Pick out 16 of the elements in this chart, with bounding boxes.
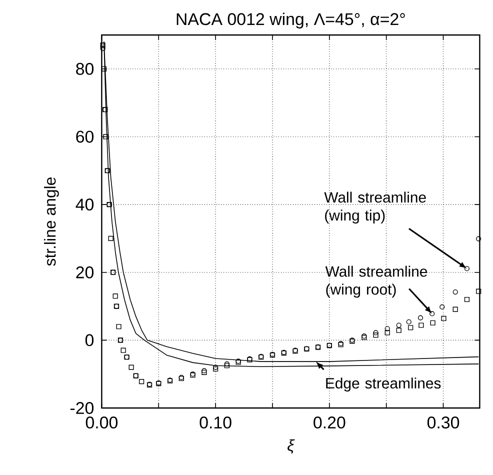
chart-title: NACA 0012 wing, Λ=45°, α=2° bbox=[176, 12, 405, 29]
y-tick-label: 40 bbox=[76, 198, 94, 211]
y-tick-label: -20 bbox=[70, 402, 94, 414]
annotation: Wall streamline (wing root) bbox=[325, 266, 428, 298]
y-axis-title: str.line angle bbox=[44, 177, 59, 266]
x-tick-label: 0.10 bbox=[200, 416, 232, 429]
y-tick-label: 60 bbox=[76, 130, 94, 143]
x-axis-title: ξ bbox=[288, 439, 295, 454]
x-tick-label: 0.00 bbox=[86, 416, 118, 429]
y-tick-label: 80 bbox=[76, 62, 94, 75]
y-tick-label: 0 bbox=[85, 334, 94, 346]
y-tick-label: 20 bbox=[76, 266, 94, 278]
x-tick-label: 0.20 bbox=[314, 416, 346, 429]
x-tick-label: 0.30 bbox=[427, 416, 460, 429]
annotation: Edge streamlines bbox=[326, 378, 441, 392]
annotation: Wall streamline (wing tip) bbox=[324, 192, 426, 224]
